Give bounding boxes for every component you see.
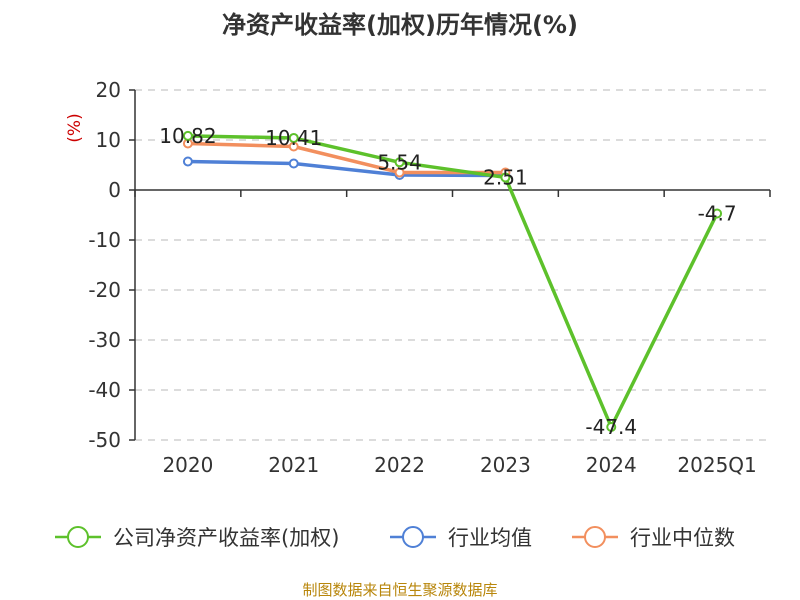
chart-title: 净资产收益率(加权)历年情况(%) [222, 11, 578, 39]
y-tick-label: -30 [88, 328, 121, 352]
x-tick-label: 2024 [586, 453, 637, 477]
data-point [182, 130, 193, 141]
source-note: 制图数据来自恒生聚源数据库 [302, 581, 497, 599]
legend-label: 行业均值 [448, 526, 532, 550]
legend-swatch-marker [67, 526, 89, 548]
data-point [394, 167, 405, 178]
data-label: 5.54 [377, 150, 422, 174]
data-point [712, 208, 723, 219]
data-point [394, 157, 405, 168]
legend-swatch-marker [402, 526, 424, 548]
data-point [500, 172, 511, 183]
y-tick-label: -50 [88, 428, 121, 452]
data-label: -4.7 [698, 202, 737, 226]
x-tick-label: 2020 [162, 453, 213, 477]
data-point [606, 422, 617, 432]
y-axis-label: (%) [65, 113, 85, 142]
series-line [187, 134, 719, 429]
data-point [288, 132, 299, 143]
series-line [187, 159, 506, 178]
series-line [187, 141, 506, 175]
data-label: -47.4 [585, 415, 637, 439]
y-tick-label: 0 [108, 178, 121, 202]
legend-swatch-marker [584, 526, 606, 548]
data-label: 10.82 [159, 124, 216, 148]
data-point [182, 156, 193, 167]
legend-label: 行业中位数 [630, 526, 735, 550]
y-tick-label: -10 [88, 228, 121, 252]
data-point [288, 158, 299, 169]
x-tick-label: 2021 [268, 453, 319, 477]
y-tick-label: 10 [96, 128, 121, 152]
x-tick-label: 2025Q1 [677, 453, 756, 477]
x-tick-label: 2022 [374, 453, 425, 477]
y-tick-label: -20 [88, 278, 121, 302]
data-label: 10.41 [265, 126, 322, 150]
y-tick-label: -40 [88, 378, 121, 402]
data-label: 2.51 [483, 165, 528, 189]
y-tick-label: 20 [96, 78, 121, 102]
legend-label: 公司净资产收益率(加权) [113, 526, 339, 550]
x-tick-label: 2023 [480, 453, 531, 477]
